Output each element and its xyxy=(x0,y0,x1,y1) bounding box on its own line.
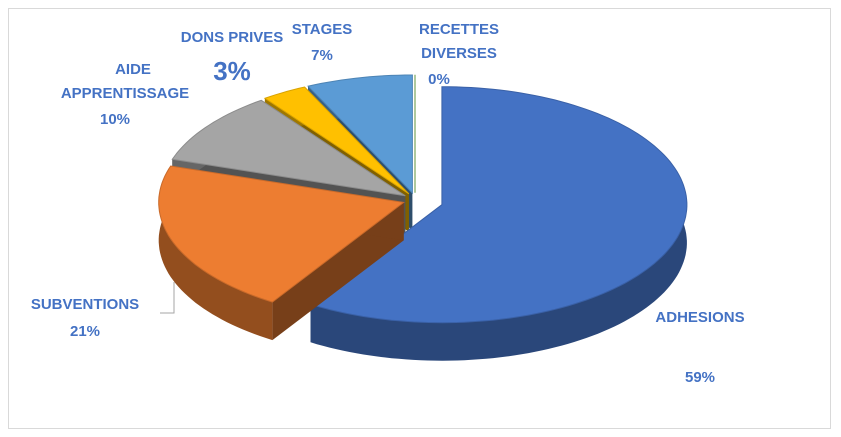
value-label: 10% xyxy=(100,111,130,128)
data-label: AIDE APPRENTISSAGE xyxy=(61,61,189,102)
slice-top xyxy=(307,74,413,195)
slice-wall xyxy=(158,166,273,341)
data-label-line: RECETTES xyxy=(419,21,499,38)
value-label: 21% xyxy=(70,323,100,340)
slice-top xyxy=(309,86,688,324)
value-label: 0% xyxy=(428,71,450,88)
slice-wall xyxy=(310,86,687,361)
slice-top xyxy=(171,99,406,197)
slice-top xyxy=(158,165,405,303)
data-label-line: DIVERSES xyxy=(421,45,497,62)
data-label: DONS PRIVES xyxy=(181,29,284,46)
data-label-line: APPRENTISSAGE xyxy=(61,85,189,102)
slice xyxy=(309,86,688,361)
data-label-line: AIDE xyxy=(115,61,151,78)
data-label: SUBVENTIONS xyxy=(31,296,139,313)
data-label: STAGES xyxy=(292,21,353,38)
slice-top xyxy=(263,86,410,195)
leader-line xyxy=(160,282,175,314)
value-label: 59% xyxy=(685,369,715,386)
slice-side xyxy=(272,202,404,341)
value-label: 7% xyxy=(311,47,333,64)
slice xyxy=(158,165,405,341)
value-label: 3% xyxy=(213,56,251,86)
data-label: ADHESIONS xyxy=(655,309,744,326)
data-label: RECETTES DIVERSES xyxy=(419,21,499,62)
